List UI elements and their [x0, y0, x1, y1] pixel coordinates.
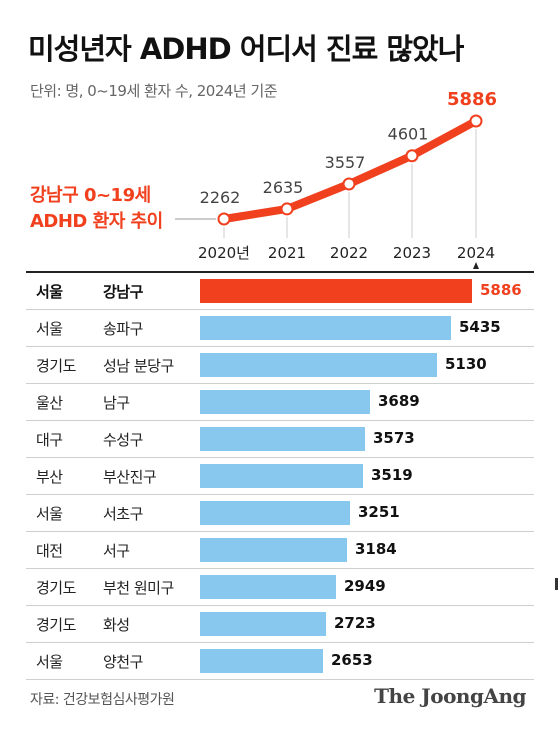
region-label: 경기도	[36, 616, 76, 634]
bar-value-label: 3251	[358, 503, 400, 521]
district-label: 부산진구	[103, 468, 157, 486]
bar-value-label: 2723	[334, 614, 376, 632]
bar-value-label: 5130	[445, 355, 487, 373]
edge-marker	[555, 578, 558, 590]
value-label: 4601	[388, 125, 429, 144]
x-tick-label: 2024	[457, 244, 495, 262]
bar-chart: 서울 강남구 5886 서울 송파구 5435 경기도 성남 분당구 5130 울산 남구 3689 대…	[26, 271, 534, 680]
bar	[200, 575, 336, 599]
bar	[200, 390, 370, 414]
bar-value-label: 3573	[373, 429, 415, 447]
line-series-label-line1: 강남구 0~19세	[30, 185, 151, 206]
district-label: 양천구	[103, 653, 143, 671]
bar-row: 서울 강남구 5886	[26, 271, 534, 309]
bar-row: 경기도 부천 원미구 2949	[26, 568, 534, 605]
district-label: 화성	[103, 616, 130, 634]
district-label: 서구	[103, 542, 130, 560]
bar-value-label: 3689	[378, 392, 420, 410]
data-point	[469, 114, 483, 128]
bar-value-label: 3184	[355, 540, 397, 558]
bar-row: 서울 서초구 3251	[26, 494, 534, 531]
bar	[200, 464, 363, 488]
district-label: 남구	[103, 394, 130, 412]
bar-row: 서울 양천구 2653	[26, 642, 534, 680]
bar	[200, 279, 472, 303]
data-point	[217, 212, 231, 226]
district-label: 강남구	[103, 283, 143, 301]
value-label: 2635	[263, 178, 304, 197]
line-chart: 2262 2635 3557 4601 5886 2020년 2021 2022 2023 202…	[175, 89, 497, 269]
bar-value-label: 5886	[480, 281, 522, 299]
bar-value-label: 3519	[371, 466, 413, 484]
region-label: 서울	[36, 505, 63, 523]
line-series-label-line2: ADHD 환자 추이	[30, 211, 163, 232]
value-label: 2262	[200, 188, 241, 207]
region-label: 부산	[36, 468, 63, 486]
chart-title: 미성년자 ADHD 어디서 진료 많았나	[28, 32, 464, 66]
bar-row: 경기도 성남 분당구 5130	[26, 346, 534, 383]
value-label: 5886	[447, 89, 497, 110]
data-point	[280, 202, 294, 216]
district-label: 송파구	[103, 320, 143, 338]
bar	[200, 501, 350, 525]
bar	[200, 353, 437, 377]
data-point	[342, 177, 356, 191]
bar-row: 대구 수성구 3573	[26, 420, 534, 457]
bar	[200, 649, 323, 673]
region-label: 서울	[36, 283, 63, 301]
pointer-triangle	[473, 262, 479, 269]
bar-row: 서울 송파구 5435	[26, 309, 534, 346]
bar-value-label: 2653	[331, 651, 373, 669]
bar	[200, 316, 451, 340]
region-label: 경기도	[36, 579, 76, 597]
district-label: 서초구	[103, 505, 143, 523]
value-label: 3557	[325, 153, 366, 172]
bar-row: 경기도 화성 2723	[26, 605, 534, 642]
source-note: 자료: 건강보험심사평가원	[30, 692, 175, 708]
region-label: 울산	[36, 394, 63, 412]
bar-value-label: 5435	[459, 318, 501, 336]
x-tick-label: 2023	[393, 244, 431, 262]
bar-value-label: 2949	[344, 577, 386, 595]
x-tick-label: 2020년	[198, 244, 250, 262]
bar	[200, 538, 347, 562]
chart-subtitle: 단위: 명, 0~19세 환자 수, 2024년 기준	[30, 82, 278, 100]
bar	[200, 427, 365, 451]
data-point	[405, 149, 419, 163]
x-tick-label: 2021	[268, 244, 306, 262]
line-series-label: 강남구 0~19세 ADHD 환자 추이	[30, 183, 163, 235]
region-label: 대구	[36, 431, 63, 449]
region-label: 대전	[36, 542, 63, 560]
district-label: 수성구	[103, 431, 143, 449]
x-tick-label: 2022	[330, 244, 368, 262]
bar	[200, 612, 326, 636]
region-label: 서울	[36, 320, 63, 338]
region-label: 서울	[36, 653, 63, 671]
region-label: 경기도	[36, 357, 76, 375]
bar-row: 부산 부산진구 3519	[26, 457, 534, 494]
district-label: 성남 분당구	[103, 357, 174, 375]
district-label: 부천 원미구	[103, 579, 174, 597]
bar-row: 대전 서구 3184	[26, 531, 534, 568]
brand-logo: The JoongAng	[374, 684, 526, 708]
bar-row: 울산 남구 3689	[26, 383, 534, 420]
